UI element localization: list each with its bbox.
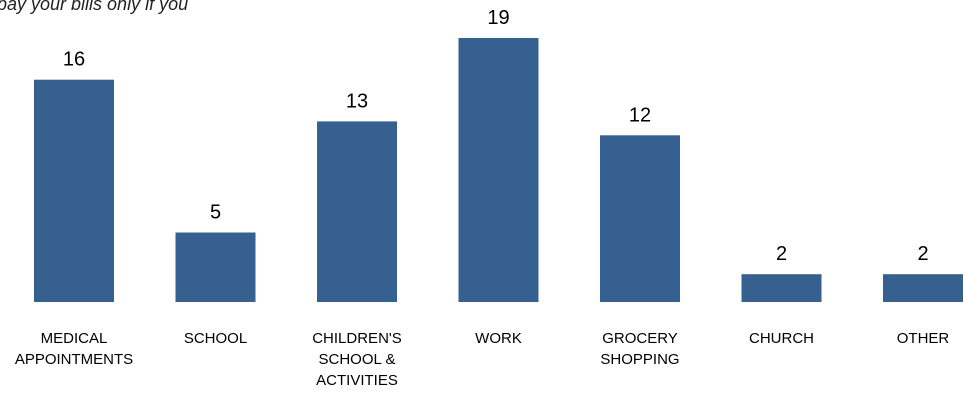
value-label-5: 2 [776,243,787,265]
value-label-2: 13 [346,90,368,112]
category-label-1: SCHOOL [184,330,247,347]
category-label-3: WORK [475,330,522,347]
bar-3 [458,38,539,302]
category-labels-group: MEDICAL APPOINTMENTS SCHOOL CHILDREN'S SCHOO… [15,330,950,389]
value-label-3: 19 [487,7,509,29]
category-label-4: GROCERY SHOPPING [600,330,679,368]
value-label-6: 2 [917,243,928,265]
category-label-6: OTHER [897,330,950,347]
bar-2 [317,121,397,303]
value-label-1: 5 [210,202,221,224]
bar-5 [741,274,822,302]
bar-4 [600,135,680,302]
chart-title: pay your bills only if you [0,0,188,14]
category-label-0: MEDICAL APPOINTMENTS [15,330,133,368]
value-labels-group: 16 5 13 19 12 2 2 [63,7,929,265]
bars-group [34,38,963,303]
value-label-0: 16 [63,49,85,71]
category-label-5: CHURCH [749,330,814,347]
value-label-4: 12 [629,104,651,126]
bar-0 [34,79,114,302]
category-label-2: CHILDREN'S SCHOOL & ACTIVITIES [312,330,402,389]
bar-1 [175,232,256,302]
bar-6 [883,274,963,302]
